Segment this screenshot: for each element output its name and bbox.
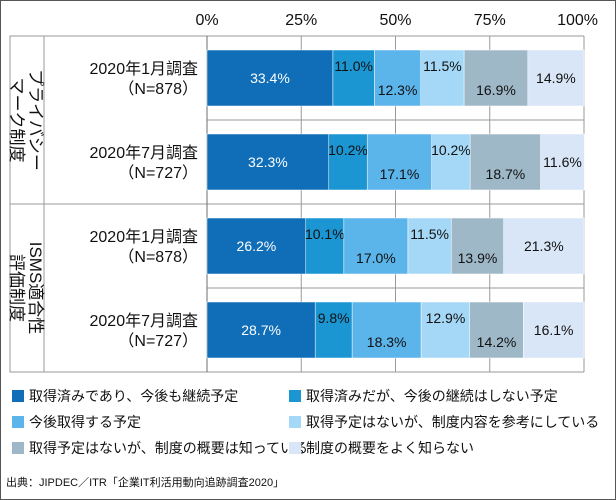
bar-segment [540, 133, 585, 191]
bar-segment [420, 301, 471, 359]
row-label-survey: 2020年7月調査 [90, 144, 199, 162]
legend-label: 取得予定はないが、制度の概要は知っている [29, 440, 308, 456]
group-label-line: 評価制度 [7, 254, 26, 322]
bar-value-label: 16.9% [476, 82, 516, 98]
bar-value-label: 17.0% [356, 250, 396, 266]
legend-swatch [289, 390, 301, 402]
bar-value-label: 10.1% [305, 226, 345, 242]
bar-segment [527, 49, 585, 107]
bar-value-label: 33.4% [250, 70, 290, 86]
row-label-survey: 2020年1月調査 [90, 228, 199, 246]
x-tick-label: 75% [474, 12, 506, 29]
bar-value-label: 17.1% [380, 166, 420, 182]
bar-value-label: 11.5% [410, 226, 449, 242]
bar-segment [463, 49, 529, 107]
group-label-line: ISMS適合性 [26, 242, 45, 335]
bar-segment [503, 217, 585, 275]
bar-segment [431, 133, 471, 191]
bar-segment [469, 133, 541, 191]
bar-value-label: 16.1% [534, 322, 574, 338]
legend-swatch [289, 416, 301, 428]
bar-segment [523, 301, 585, 359]
bar-segment [206, 217, 307, 275]
bar-segment [206, 133, 330, 191]
bar-segment [469, 301, 524, 359]
bar-value-label: 18.7% [486, 166, 526, 182]
bar-segment [343, 217, 409, 275]
bar-value-label: 18.3% [367, 334, 407, 350]
legend-label: 取得済みだが、今後の継続はしない予定 [306, 388, 558, 404]
bar-value-label: 11.6% [543, 154, 582, 170]
legend-label: 取得予定はないが、制度内容を参考にしている [306, 414, 599, 430]
group-label: ISMS適合性評価制度 [7, 242, 45, 335]
legend-swatch [12, 390, 24, 402]
bar-value-label: 11.5% [423, 58, 462, 74]
bar-segment [314, 301, 353, 359]
bar-value-label: 21.3% [524, 238, 564, 254]
bar-value-label: 14.2% [477, 334, 517, 350]
legend-swatch [12, 416, 24, 428]
bar-value-label: 12.9% [426, 310, 466, 326]
row-label-n: （N=878） [118, 80, 198, 98]
bar-segment [328, 133, 368, 191]
bar-value-label: 13.9% [458, 250, 498, 266]
bar-value-label: 10.2% [328, 142, 368, 158]
bar-segment [366, 133, 432, 191]
group-label-line: プライバシー [26, 69, 45, 171]
bar-segment [206, 49, 334, 107]
x-tick-label: 25% [285, 12, 317, 29]
bar-segment [374, 49, 422, 107]
bar-value-label: 32.3% [248, 154, 288, 170]
row-label-survey: 2020年7月調査 [90, 312, 199, 330]
bar-segment [407, 217, 452, 275]
row-label-n: （N=727） [118, 332, 198, 350]
bar-value-label: 10.2% [431, 142, 471, 158]
x-tick-label: 0% [195, 12, 218, 29]
group-label-box [9, 35, 45, 373]
bar-value-label: 11.0% [334, 58, 373, 74]
bar-segment [332, 49, 375, 107]
legend-swatch [12, 442, 24, 454]
bar-value-label: 12.3% [378, 82, 418, 98]
row-label-survey: 2020年1月調査 [90, 60, 199, 78]
x-tick-label: 50% [379, 12, 411, 29]
legend-label: 取得済みであり、今後も継続予定 [29, 388, 238, 404]
row-label-n: （N=727） [118, 164, 198, 182]
legend-label: 制度の概要をよく知らない [306, 440, 474, 456]
legend-label: 今後取得する予定 [29, 414, 141, 430]
row-label-n: （N=878） [118, 248, 198, 266]
group-label: プライバシーマーク制度 [7, 69, 45, 171]
bar-segment [451, 217, 504, 275]
bar-segment [420, 49, 465, 107]
legend-swatch [289, 442, 301, 454]
bar-value-label: 9.8% [318, 310, 350, 326]
source-note: 出典：JIPDEC／ITR「企業IT利活用動向追跡調査2020」 [6, 475, 284, 489]
bar-segment [305, 217, 345, 275]
group-label-line: マーク制度 [7, 78, 26, 163]
x-tick-label: 100% [557, 12, 598, 29]
bar-value-label: 26.2% [237, 238, 277, 254]
bar-value-label: 28.7% [241, 322, 281, 338]
bar-value-label: 14.9% [536, 70, 576, 86]
